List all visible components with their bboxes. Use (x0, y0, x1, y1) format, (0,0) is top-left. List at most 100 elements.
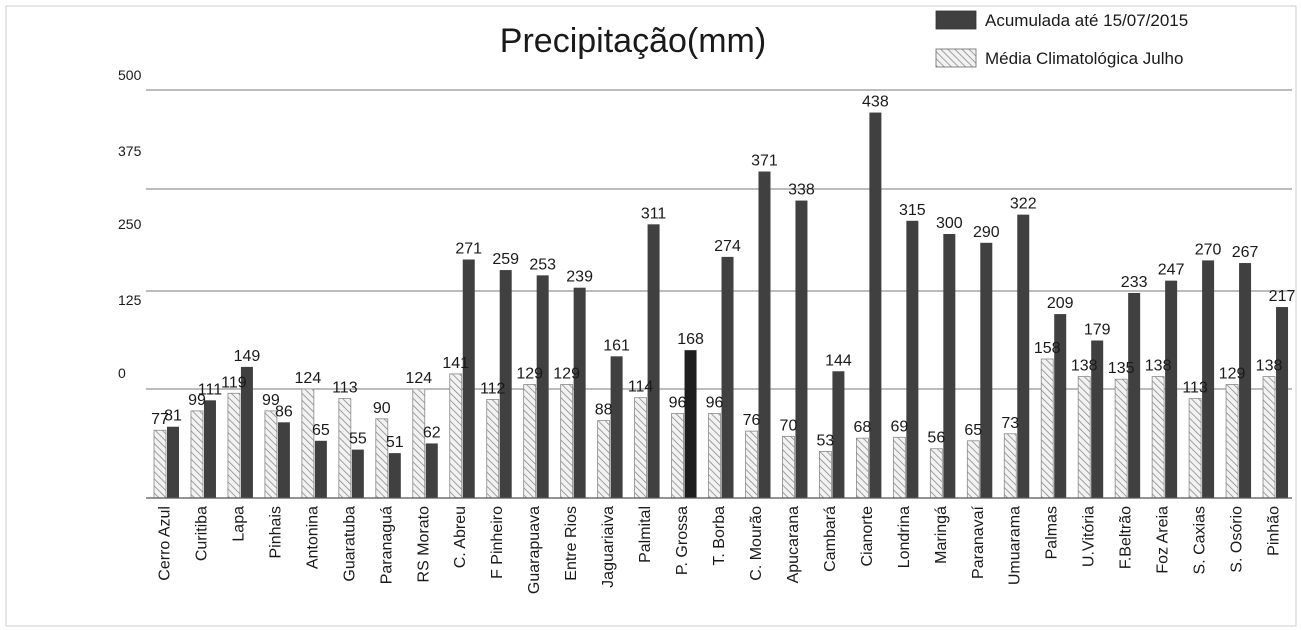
bar-accumulated (980, 242, 993, 498)
bar-accumulated (277, 422, 290, 498)
bar-climatology (855, 437, 869, 499)
value-label-accumulated: 62 (423, 424, 441, 441)
bar-climatology (1077, 376, 1091, 499)
value-label-accumulated: 81 (164, 408, 182, 425)
bar-climatology (1188, 398, 1202, 499)
bar-accumulated (536, 275, 549, 498)
value-label-climatology: 76 (743, 412, 761, 429)
bar-accumulated (1128, 292, 1141, 498)
x-tick-label: Cianorte (859, 506, 876, 567)
bar-accumulated (1091, 340, 1104, 498)
value-label-climatology: 96 (669, 395, 687, 412)
bar-accumulated (795, 200, 808, 498)
value-label-climatology: 114 (628, 379, 654, 396)
x-tick-label: Foz Areia (1155, 506, 1172, 574)
bar-climatology (819, 450, 832, 499)
x-tick-label: C. Abreu (452, 506, 469, 568)
bar-climatology (1040, 358, 1054, 499)
value-label-accumulated: 271 (455, 241, 482, 258)
y-tick-label: 250 (118, 216, 142, 232)
x-tick-label: Palmas (1044, 506, 1061, 559)
value-label-accumulated: 168 (677, 331, 704, 348)
value-label-accumulated: 253 (529, 256, 556, 273)
bar-accumulated (1054, 314, 1067, 498)
value-label-accumulated: 209 (1047, 295, 1074, 312)
x-tick-label: F Pinheiro (489, 506, 506, 579)
value-label-climatology: 158 (1034, 340, 1061, 357)
x-tick-label: Londrina (896, 506, 913, 568)
value-label-climatology: 113 (1182, 380, 1208, 397)
value-label-climatology: 129 (1219, 365, 1246, 382)
bar-accumulated (610, 356, 623, 498)
value-label-accumulated: 274 (714, 238, 741, 255)
value-label-accumulated: 371 (751, 153, 778, 170)
bar-accumulated (1017, 214, 1030, 498)
bar-climatology (301, 388, 315, 499)
value-label-climatology: 141 (442, 355, 469, 372)
bar-climatology (375, 418, 389, 499)
value-label-accumulated: 290 (973, 224, 1000, 241)
value-label-accumulated: 86 (275, 403, 293, 420)
value-label-climatology: 65 (964, 422, 982, 439)
bar-climatology (412, 388, 426, 499)
value-label-accumulated: 51 (386, 434, 404, 451)
value-label-accumulated: 217 (1269, 288, 1296, 305)
bar-climatology (449, 373, 463, 499)
x-tick-label: F.Beltrão (1118, 506, 1135, 569)
value-label-climatology: 56 (927, 430, 945, 447)
y-tick-label: 375 (118, 143, 142, 159)
value-label-accumulated: 315 (899, 202, 926, 219)
value-label-accumulated: 259 (492, 251, 519, 268)
x-tick-label: Cerro Azul (156, 506, 173, 581)
value-label-accumulated: 239 (566, 269, 593, 286)
value-label-climatology: 129 (516, 365, 543, 382)
bar-accumulated (499, 270, 512, 498)
x-tick-label: U.Vitória (1081, 506, 1098, 567)
x-tick-label: C. Mourão (748, 506, 765, 581)
bar-accumulated (758, 171, 771, 498)
x-tick-label: S. Caxias (1192, 506, 1209, 574)
bar-climatology (634, 397, 647, 499)
value-label-climatology: 138 (1145, 358, 1172, 375)
x-tick-label: Paranavaí (970, 505, 987, 578)
bar-accumulated (943, 234, 956, 498)
value-label-accumulated: 233 (1121, 274, 1148, 291)
x-tick-label: Guaratuba (341, 506, 358, 582)
bar-climatology (966, 440, 980, 499)
x-tick-label: Palmital (637, 506, 654, 563)
y-tick-label: 500 (118, 67, 142, 83)
value-label-accumulated: 300 (936, 215, 963, 232)
value-label-climatology: 73 (1001, 415, 1019, 432)
bar-climatology (190, 410, 204, 499)
bar-climatology (523, 384, 537, 499)
bar-climatology (782, 435, 795, 499)
value-label-accumulated: 55 (349, 431, 367, 448)
bar-climatology (560, 384, 574, 499)
bar-accumulated (684, 350, 697, 498)
bar-accumulated (573, 287, 586, 498)
x-tick-label: Paranaguá (378, 506, 395, 584)
x-tick-label: P. Grossa (674, 506, 691, 575)
value-label-climatology: 119 (221, 374, 247, 391)
value-label-accumulated: 149 (234, 348, 261, 365)
bar-climatology (264, 410, 278, 499)
x-tick-label: Lapa (230, 506, 247, 542)
value-label-climatology: 68 (853, 419, 871, 436)
bar-climatology (1262, 376, 1276, 499)
value-label-climatology: 138 (1256, 358, 1283, 375)
bar-climatology (1114, 378, 1128, 499)
x-axis-ticks: Cerro Azul Curitiba Lapa Pinhais Antonina Gua… (156, 505, 1282, 594)
value-label-accumulated: 267 (1232, 244, 1259, 261)
bar-accumulated (425, 443, 438, 498)
bar-accumulated (203, 400, 216, 498)
x-tick-label: Entre Rios (563, 506, 580, 581)
bar-climatology (929, 448, 943, 499)
value-label-climatology: 112 (480, 380, 506, 397)
bar-climatology (338, 398, 352, 499)
value-label-climatology: 138 (1071, 358, 1098, 375)
x-tick-label: RS Morato (415, 506, 432, 583)
legend-swatch-climatology (935, 48, 977, 68)
x-tick-label: S. Osório (1229, 506, 1246, 573)
bar-accumulated (647, 224, 660, 498)
